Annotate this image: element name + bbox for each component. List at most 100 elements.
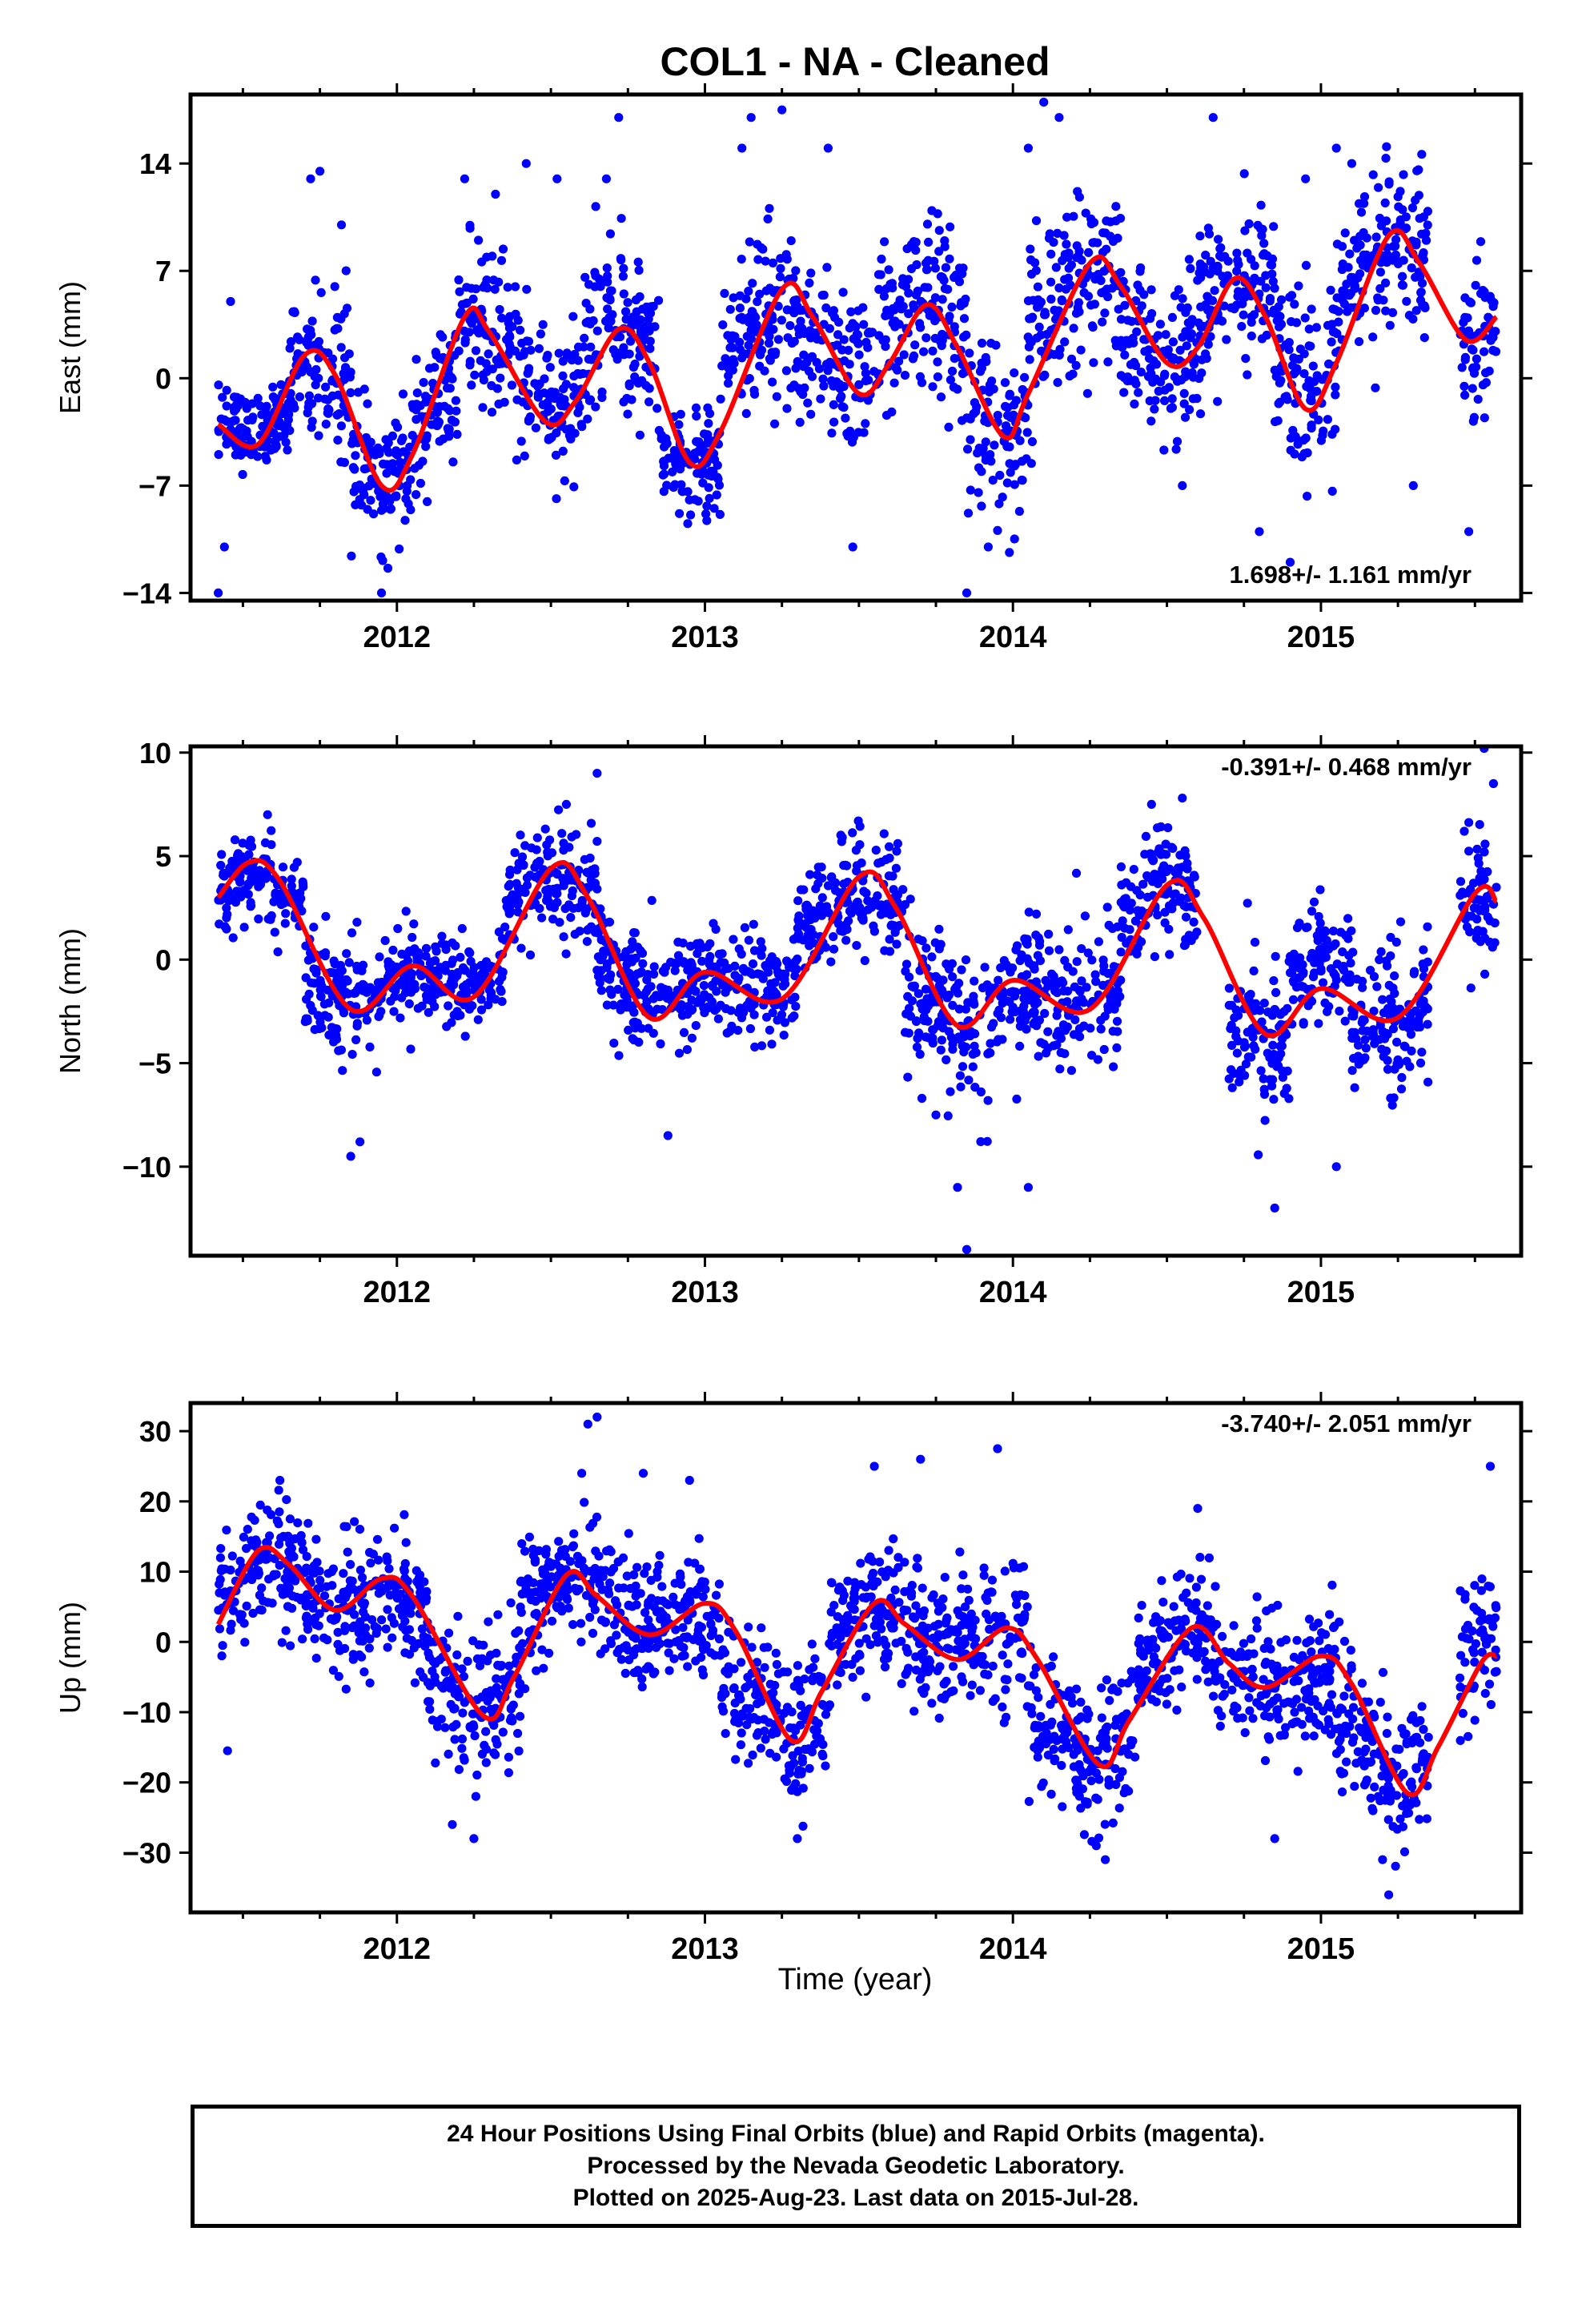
- data-point: [1190, 872, 1199, 882]
- data-point: [1129, 865, 1138, 875]
- data-point: [748, 959, 758, 969]
- data-point: [558, 371, 568, 380]
- data-point: [893, 838, 902, 848]
- data-point: [629, 928, 639, 938]
- data-point: [965, 348, 974, 358]
- data-point: [829, 400, 838, 409]
- data-point: [535, 903, 544, 913]
- data-point: [343, 976, 352, 986]
- data-point: [670, 966, 680, 975]
- data-point: [1277, 295, 1287, 304]
- data-point: [749, 1010, 759, 1019]
- data-point: [504, 882, 513, 891]
- data-point: [577, 895, 587, 906]
- data-point: [649, 962, 659, 971]
- data-point: [1355, 255, 1366, 265]
- data-point: [1261, 283, 1271, 292]
- data-point: [548, 884, 559, 894]
- data-point: [1237, 322, 1247, 332]
- data-point: [428, 983, 438, 992]
- data-point: [1060, 337, 1070, 347]
- data-point: [1062, 239, 1071, 249]
- data-point: [479, 1640, 488, 1650]
- data-point: [1175, 850, 1185, 860]
- data-point: [909, 300, 918, 310]
- data-point: [824, 908, 833, 918]
- data-point: [879, 292, 889, 301]
- data-point: [978, 983, 988, 993]
- data-point: [409, 919, 419, 929]
- data-point: [742, 1000, 753, 1010]
- data-point: [317, 981, 327, 991]
- data-point: [1002, 478, 1012, 488]
- data-point: [1243, 370, 1252, 380]
- data-point: [1024, 958, 1034, 968]
- data-point: [934, 924, 944, 934]
- data-point: [1480, 347, 1489, 356]
- data-point: [1076, 345, 1086, 355]
- data-point: [426, 992, 436, 1002]
- data-point: [1163, 345, 1173, 355]
- data-point: [858, 876, 868, 886]
- data-point: [936, 392, 946, 402]
- data-point: [463, 1656, 472, 1666]
- data-point: [1402, 1056, 1411, 1066]
- data-point: [1075, 1031, 1085, 1042]
- data-point: [390, 1523, 400, 1533]
- data-point: [1343, 977, 1353, 987]
- data-point: [1053, 378, 1062, 388]
- data-point: [1486, 336, 1496, 345]
- data-point: [566, 913, 576, 923]
- data-point: [880, 237, 889, 247]
- data-point: [321, 382, 331, 392]
- data-point: [450, 417, 460, 427]
- data-point: [1026, 244, 1035, 254]
- data-point: [415, 1570, 425, 1580]
- data-point: [449, 975, 460, 984]
- data-point: [1136, 263, 1146, 273]
- data-point: [793, 915, 803, 925]
- data-point: [1301, 174, 1311, 183]
- data-point: [1026, 255, 1036, 265]
- data-point: [1259, 1074, 1268, 1084]
- data-point: [334, 1671, 343, 1681]
- data-point: [347, 1050, 357, 1059]
- data-point: [619, 263, 628, 273]
- data-point: [386, 505, 396, 514]
- data-point: [536, 329, 546, 339]
- data-point: [738, 348, 749, 359]
- data-point: [254, 1569, 263, 1578]
- data-point: [444, 1001, 453, 1011]
- data-point: [1112, 1043, 1122, 1052]
- data-point: [1472, 362, 1481, 372]
- data-point: [524, 1628, 534, 1638]
- data-point: [942, 1055, 951, 1064]
- data-point: [922, 264, 932, 274]
- data-point: [246, 898, 255, 907]
- data-point: [1185, 404, 1195, 415]
- data-point: [539, 1663, 548, 1673]
- data-point: [969, 991, 978, 1001]
- data-point: [1478, 380, 1488, 390]
- data-point: [234, 887, 243, 896]
- data-point: [1327, 429, 1337, 439]
- data-point: [1315, 919, 1325, 928]
- data-point: [340, 1622, 350, 1631]
- data-point: [493, 1610, 503, 1619]
- data-point: [512, 879, 521, 888]
- data-point: [970, 999, 979, 1009]
- data-point: [736, 1003, 745, 1013]
- data-point: [928, 1033, 938, 1043]
- data-point: [1069, 211, 1078, 221]
- data-point: [739, 963, 749, 973]
- data-point: [1274, 302, 1283, 312]
- data-point: [449, 1704, 459, 1714]
- data-point: [218, 1641, 227, 1651]
- data-point: [1285, 557, 1295, 567]
- data-point: [1018, 476, 1027, 485]
- data-point: [955, 1071, 965, 1080]
- data-point: [393, 422, 403, 432]
- data-point: [1192, 927, 1202, 937]
- data-point: [1468, 345, 1478, 355]
- data-point: [550, 393, 560, 404]
